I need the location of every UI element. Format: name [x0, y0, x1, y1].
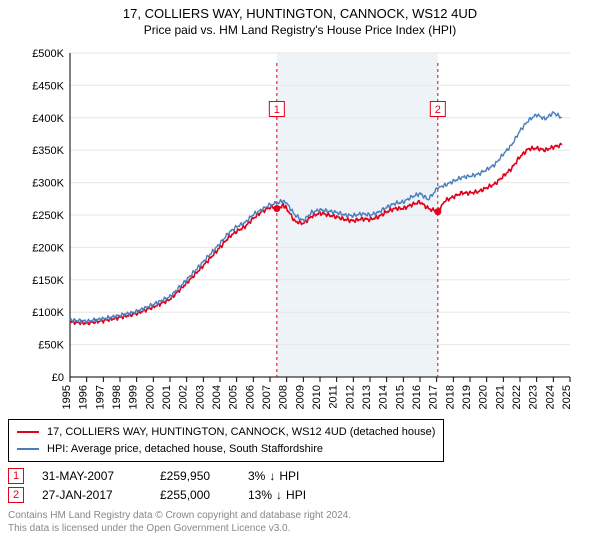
- svg-text:£50K: £50K: [38, 340, 64, 352]
- sale-pct-value: 3%: [248, 469, 265, 483]
- sale-date: 31-MAY-2007: [42, 469, 142, 483]
- legend-label: HPI: Average price, detached house, Sout…: [47, 441, 323, 458]
- legend-swatch: [17, 431, 39, 433]
- svg-text:2: 2: [435, 104, 441, 116]
- svg-text:2016: 2016: [411, 385, 423, 409]
- sale-pct: 3% ↓ HPI: [248, 469, 299, 483]
- legend-label: 17, COLLIERS WAY, HUNTINGTON, CANNOCK, W…: [47, 424, 435, 441]
- sale-marker-box: 2: [8, 487, 24, 503]
- down-arrow-icon: ↓: [269, 469, 275, 483]
- svg-text:2022: 2022: [511, 385, 523, 409]
- legend-item: 17, COLLIERS WAY, HUNTINGTON, CANNOCK, W…: [17, 424, 435, 441]
- legend-item: HPI: Average price, detached house, Sout…: [17, 441, 435, 458]
- svg-text:£250K: £250K: [32, 210, 64, 222]
- footer-line: Contains HM Land Registry data © Crown c…: [8, 509, 592, 522]
- svg-text:2006: 2006: [244, 385, 256, 409]
- svg-text:2025: 2025: [561, 385, 573, 409]
- svg-text:2008: 2008: [278, 385, 290, 409]
- svg-text:2011: 2011: [328, 385, 340, 409]
- svg-text:2018: 2018: [444, 385, 456, 409]
- sale-pct-value: 13%: [248, 488, 272, 502]
- svg-text:1: 1: [274, 104, 280, 116]
- svg-text:£350K: £350K: [32, 145, 64, 157]
- down-arrow-icon: ↓: [276, 488, 282, 502]
- svg-text:£300K: £300K: [32, 178, 64, 190]
- svg-text:2002: 2002: [178, 385, 190, 409]
- sale-pct-suffix: HPI: [279, 469, 299, 483]
- svg-text:1998: 1998: [111, 385, 123, 409]
- svg-text:£100K: £100K: [32, 307, 64, 319]
- chart-title: 17, COLLIERS WAY, HUNTINGTON, CANNOCK, W…: [8, 6, 592, 21]
- svg-text:2023: 2023: [528, 385, 540, 409]
- svg-text:2012: 2012: [344, 385, 356, 409]
- svg-text:£200K: £200K: [32, 242, 64, 254]
- chart-subtitle: Price paid vs. HM Land Registry's House …: [8, 23, 592, 37]
- svg-text:1996: 1996: [78, 385, 90, 409]
- sale-date: 27-JAN-2017: [42, 488, 142, 502]
- svg-text:2005: 2005: [228, 385, 240, 409]
- sale-row: 1 31-MAY-2007 £259,950 3% ↓ HPI: [8, 468, 592, 484]
- legend: 17, COLLIERS WAY, HUNTINGTON, CANNOCK, W…: [8, 419, 444, 462]
- svg-text:2003: 2003: [194, 385, 206, 409]
- chart: £0 £50K £100K £150K £200K £250K £300K £350K £400…: [20, 45, 580, 415]
- svg-text:2007: 2007: [261, 385, 273, 409]
- legend-swatch: [17, 448, 39, 450]
- sale-pct-suffix: HPI: [286, 488, 306, 502]
- svg-text:£400K: £400K: [32, 113, 64, 125]
- svg-text:2019: 2019: [461, 385, 473, 409]
- svg-text:2010: 2010: [311, 385, 323, 409]
- svg-text:2000: 2000: [144, 385, 156, 409]
- chart-svg: £0 £50K £100K £150K £200K £250K £300K £350K £400…: [20, 45, 580, 415]
- sale-marker-box: 1: [8, 468, 24, 484]
- svg-text:1997: 1997: [94, 385, 106, 409]
- svg-text:2009: 2009: [294, 385, 306, 409]
- svg-text:£0: £0: [52, 372, 64, 384]
- svg-text:2004: 2004: [211, 385, 223, 409]
- sales-table: 1 31-MAY-2007 £259,950 3% ↓ HPI 2 27-JAN…: [8, 468, 592, 503]
- svg-text:2017: 2017: [428, 385, 440, 409]
- svg-text:1999: 1999: [128, 385, 140, 409]
- sale-row: 2 27-JAN-2017 £255,000 13% ↓ HPI: [8, 487, 592, 503]
- sale-pct: 13% ↓ HPI: [248, 488, 306, 502]
- footer-attribution: Contains HM Land Registry data © Crown c…: [8, 509, 592, 535]
- svg-text:2013: 2013: [361, 385, 373, 409]
- svg-text:2024: 2024: [544, 385, 556, 409]
- svg-text:2014: 2014: [378, 385, 390, 409]
- svg-text:2021: 2021: [494, 385, 506, 409]
- svg-text:£450K: £450K: [32, 80, 64, 92]
- svg-text:£500K: £500K: [32, 48, 64, 60]
- footer-line: This data is licensed under the Open Gov…: [8, 522, 592, 535]
- svg-text:2001: 2001: [161, 385, 173, 409]
- sale-price: £259,950: [160, 469, 230, 483]
- svg-text:£150K: £150K: [32, 275, 64, 287]
- svg-text:2015: 2015: [394, 385, 406, 409]
- svg-text:1995: 1995: [61, 385, 73, 409]
- sale-price: £255,000: [160, 488, 230, 502]
- svg-text:2020: 2020: [478, 385, 490, 409]
